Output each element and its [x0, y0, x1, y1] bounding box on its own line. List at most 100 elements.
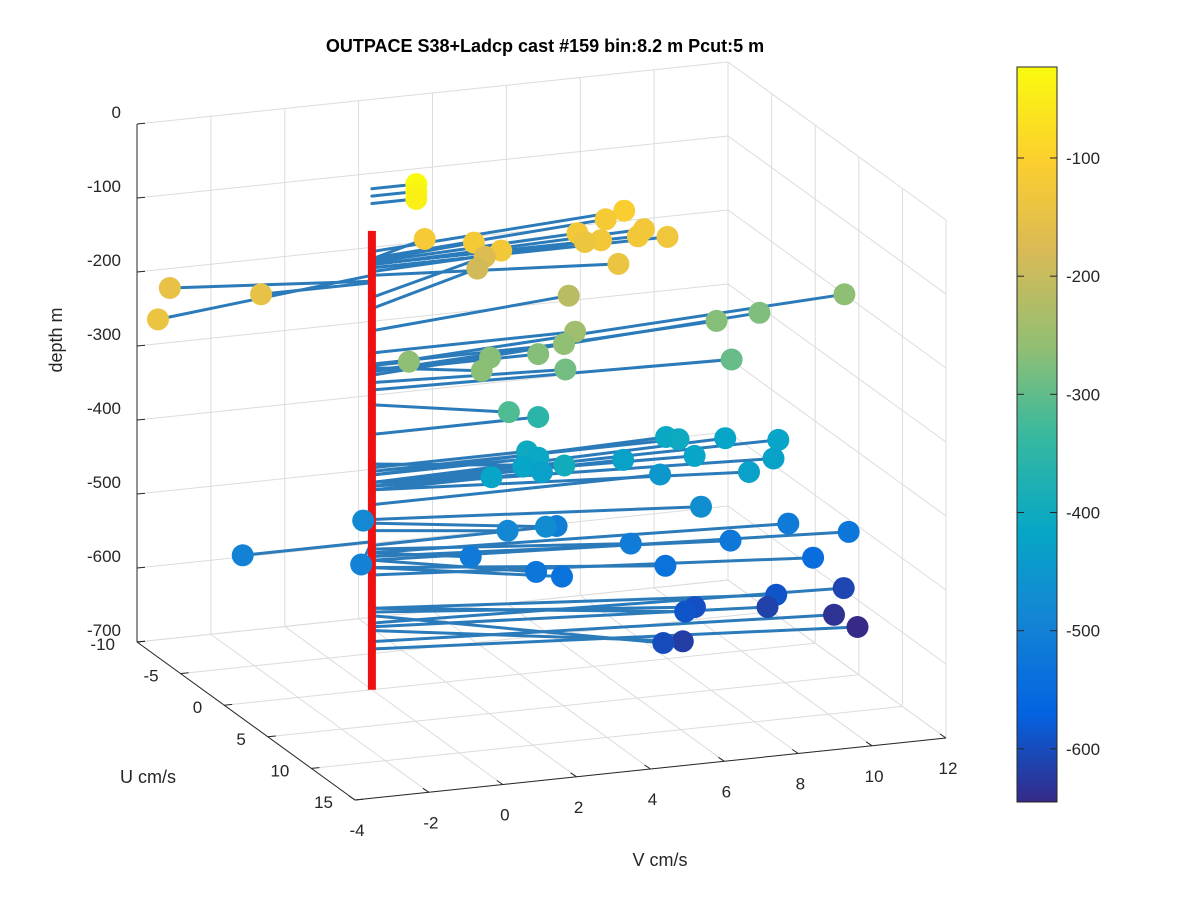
gridline: [727, 135, 947, 295]
colorbar: -100 -200 -300 -400 -500 -600: [1016, 66, 1100, 803]
z-axis-label: depth m: [46, 307, 66, 372]
z-tick: [136, 270, 146, 273]
z-tick: [136, 418, 146, 421]
velocity-point: [738, 461, 760, 483]
velocity-point: [534, 515, 557, 538]
velocity-vector: [370, 449, 529, 470]
y-axis-label: U cm/s: [120, 767, 176, 787]
velocity-vector: [241, 540, 374, 557]
label-layer: 0 -100 -200 -300 -400 -500 -600 -700-10 -5 0 5 10 15…: [87, 103, 957, 840]
colorbar-tick-label: -500: [1066, 622, 1100, 641]
velocity-point: [158, 277, 181, 299]
z-tick-label: 0: [112, 103, 121, 122]
velocity-point: [656, 225, 679, 248]
colorbar-gradient: [1016, 66, 1058, 803]
y-axis-line: [136, 641, 356, 801]
velocity-point: [846, 616, 869, 638]
velocity-point: [837, 520, 860, 543]
velocity-vector: [259, 281, 374, 296]
gridline: [284, 626, 504, 785]
velocity-vector: [370, 625, 859, 651]
velocity-point: [756, 596, 779, 618]
z-tick: [136, 344, 146, 347]
velocity-point: [573, 231, 596, 253]
gridline: [210, 633, 430, 793]
y-tick-label: 15: [314, 793, 333, 812]
velocity-point: [626, 225, 649, 248]
x-tick: [865, 741, 873, 747]
velocity-point: [553, 454, 576, 477]
velocity-point: [250, 283, 273, 306]
velocity-point: [654, 554, 677, 577]
gridline: [358, 618, 577, 778]
velocity-point: [652, 632, 675, 654]
gridline: [180, 611, 772, 675]
velocity-point: [683, 444, 706, 467]
y-tick-label: -10: [90, 635, 115, 654]
velocity-point: [802, 546, 825, 569]
x-tick-label: 4: [648, 790, 657, 809]
colorbar-tick-label: -300: [1066, 385, 1100, 404]
velocity-point: [557, 284, 580, 307]
gridline: [580, 595, 799, 754]
z-tick: [136, 566, 146, 569]
velocity-point: [527, 406, 550, 428]
y-tick: [180, 672, 189, 675]
velocity-vector: [370, 613, 836, 644]
y-tick-label: -5: [143, 667, 158, 686]
velocity-point: [497, 401, 520, 424]
z-tick-label: -100: [87, 177, 121, 196]
velocity-vector: [370, 629, 685, 643]
grid-layer: [136, 61, 947, 801]
velocity-point: [405, 187, 428, 210]
velocity-vector: [370, 267, 479, 311]
gridline: [727, 61, 947, 221]
velocity-point: [553, 333, 575, 355]
velocity-point: [833, 283, 856, 306]
velocity-vector: [370, 262, 620, 277]
velocity-vector: [370, 470, 751, 492]
z-tick: [136, 492, 146, 495]
velocity-vector: [370, 438, 780, 484]
x-tick-label: 10: [865, 767, 884, 786]
velocity-vector: [370, 294, 571, 333]
gridline: [136, 283, 729, 347]
velocity-vector: [370, 521, 548, 529]
velocity-point: [767, 428, 790, 451]
velocity-vector: [370, 209, 626, 254]
velocity-point: [832, 577, 855, 600]
velocity-vector: [370, 292, 846, 368]
velocity-point: [719, 529, 742, 552]
x-tick-label: 2: [574, 798, 583, 817]
velocity-vector: [370, 330, 577, 355]
x-tick: [939, 733, 947, 739]
velocity-point: [512, 455, 535, 478]
velocity-vector: [370, 522, 790, 555]
gridline: [727, 431, 947, 591]
axes-layer: [136, 122, 947, 801]
y-tick-label: 0: [193, 698, 202, 717]
velocity-point: [667, 428, 690, 451]
velocity-point: [705, 309, 728, 332]
velocity-point: [413, 228, 436, 250]
velocity-vector: [370, 473, 662, 507]
y-tick: [224, 703, 233, 706]
gridline: [224, 642, 816, 706]
velocity-point: [530, 461, 553, 484]
velocity-point: [590, 229, 612, 252]
velocity-vector: [370, 524, 559, 547]
velocity-vector: [370, 505, 703, 521]
velocity-point: [619, 532, 642, 555]
z-tick-label: -700: [87, 621, 121, 640]
x-tick-label: -4: [349, 821, 364, 840]
velocity-vector: [370, 556, 815, 577]
velocity-point: [594, 208, 617, 231]
velocity-point: [459, 545, 482, 568]
y-tick-label: 5: [236, 730, 245, 749]
velocity-point: [466, 257, 489, 280]
velocity-point: [613, 199, 636, 222]
colorbar-tick-label: -600: [1066, 740, 1100, 759]
velocity-vector: [370, 358, 734, 392]
